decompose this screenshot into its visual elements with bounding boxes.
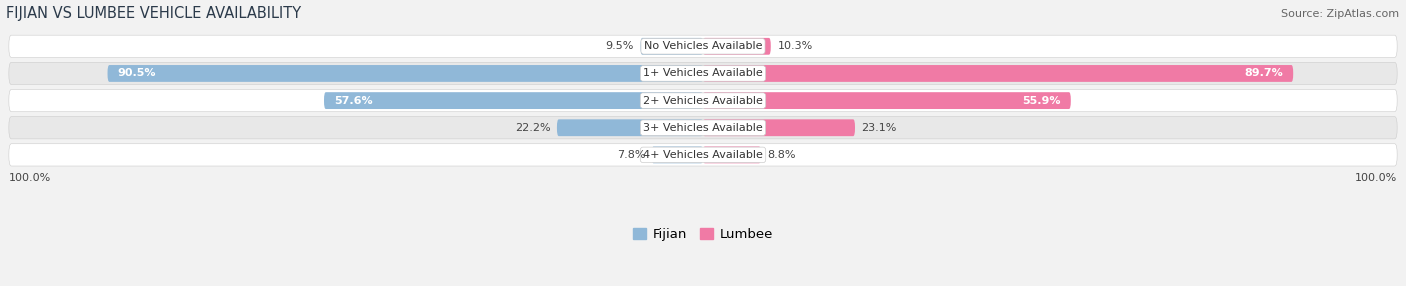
FancyBboxPatch shape [8,144,1398,166]
Text: Source: ZipAtlas.com: Source: ZipAtlas.com [1281,9,1399,19]
FancyBboxPatch shape [557,119,703,136]
Text: 9.5%: 9.5% [606,41,634,51]
Text: 89.7%: 89.7% [1244,68,1284,78]
Text: No Vehicles Available: No Vehicles Available [644,41,762,51]
Text: FIJIAN VS LUMBEE VEHICLE AVAILABILITY: FIJIAN VS LUMBEE VEHICLE AVAILABILITY [6,5,301,21]
FancyBboxPatch shape [8,117,1398,139]
FancyBboxPatch shape [8,35,1398,57]
Text: 55.9%: 55.9% [1022,96,1062,106]
FancyBboxPatch shape [703,119,855,136]
FancyBboxPatch shape [703,146,761,163]
FancyBboxPatch shape [703,92,1071,109]
FancyBboxPatch shape [8,62,1398,85]
Text: 3+ Vehicles Available: 3+ Vehicles Available [643,123,763,133]
Legend: Fijian, Lumbee: Fijian, Lumbee [633,228,773,241]
FancyBboxPatch shape [703,65,1294,82]
Text: 4+ Vehicles Available: 4+ Vehicles Available [643,150,763,160]
Text: 57.6%: 57.6% [333,96,373,106]
Text: 90.5%: 90.5% [118,68,156,78]
Text: 8.8%: 8.8% [768,150,796,160]
FancyBboxPatch shape [323,92,703,109]
Text: 100.0%: 100.0% [1355,172,1398,182]
FancyBboxPatch shape [651,146,703,163]
FancyBboxPatch shape [8,90,1398,112]
Text: 1+ Vehicles Available: 1+ Vehicles Available [643,68,763,78]
Text: 22.2%: 22.2% [515,123,550,133]
Text: 100.0%: 100.0% [8,172,51,182]
Text: 7.8%: 7.8% [617,150,645,160]
FancyBboxPatch shape [641,38,703,55]
FancyBboxPatch shape [703,38,770,55]
Text: 2+ Vehicles Available: 2+ Vehicles Available [643,96,763,106]
Text: 23.1%: 23.1% [862,123,897,133]
Text: 10.3%: 10.3% [778,41,813,51]
FancyBboxPatch shape [107,65,703,82]
